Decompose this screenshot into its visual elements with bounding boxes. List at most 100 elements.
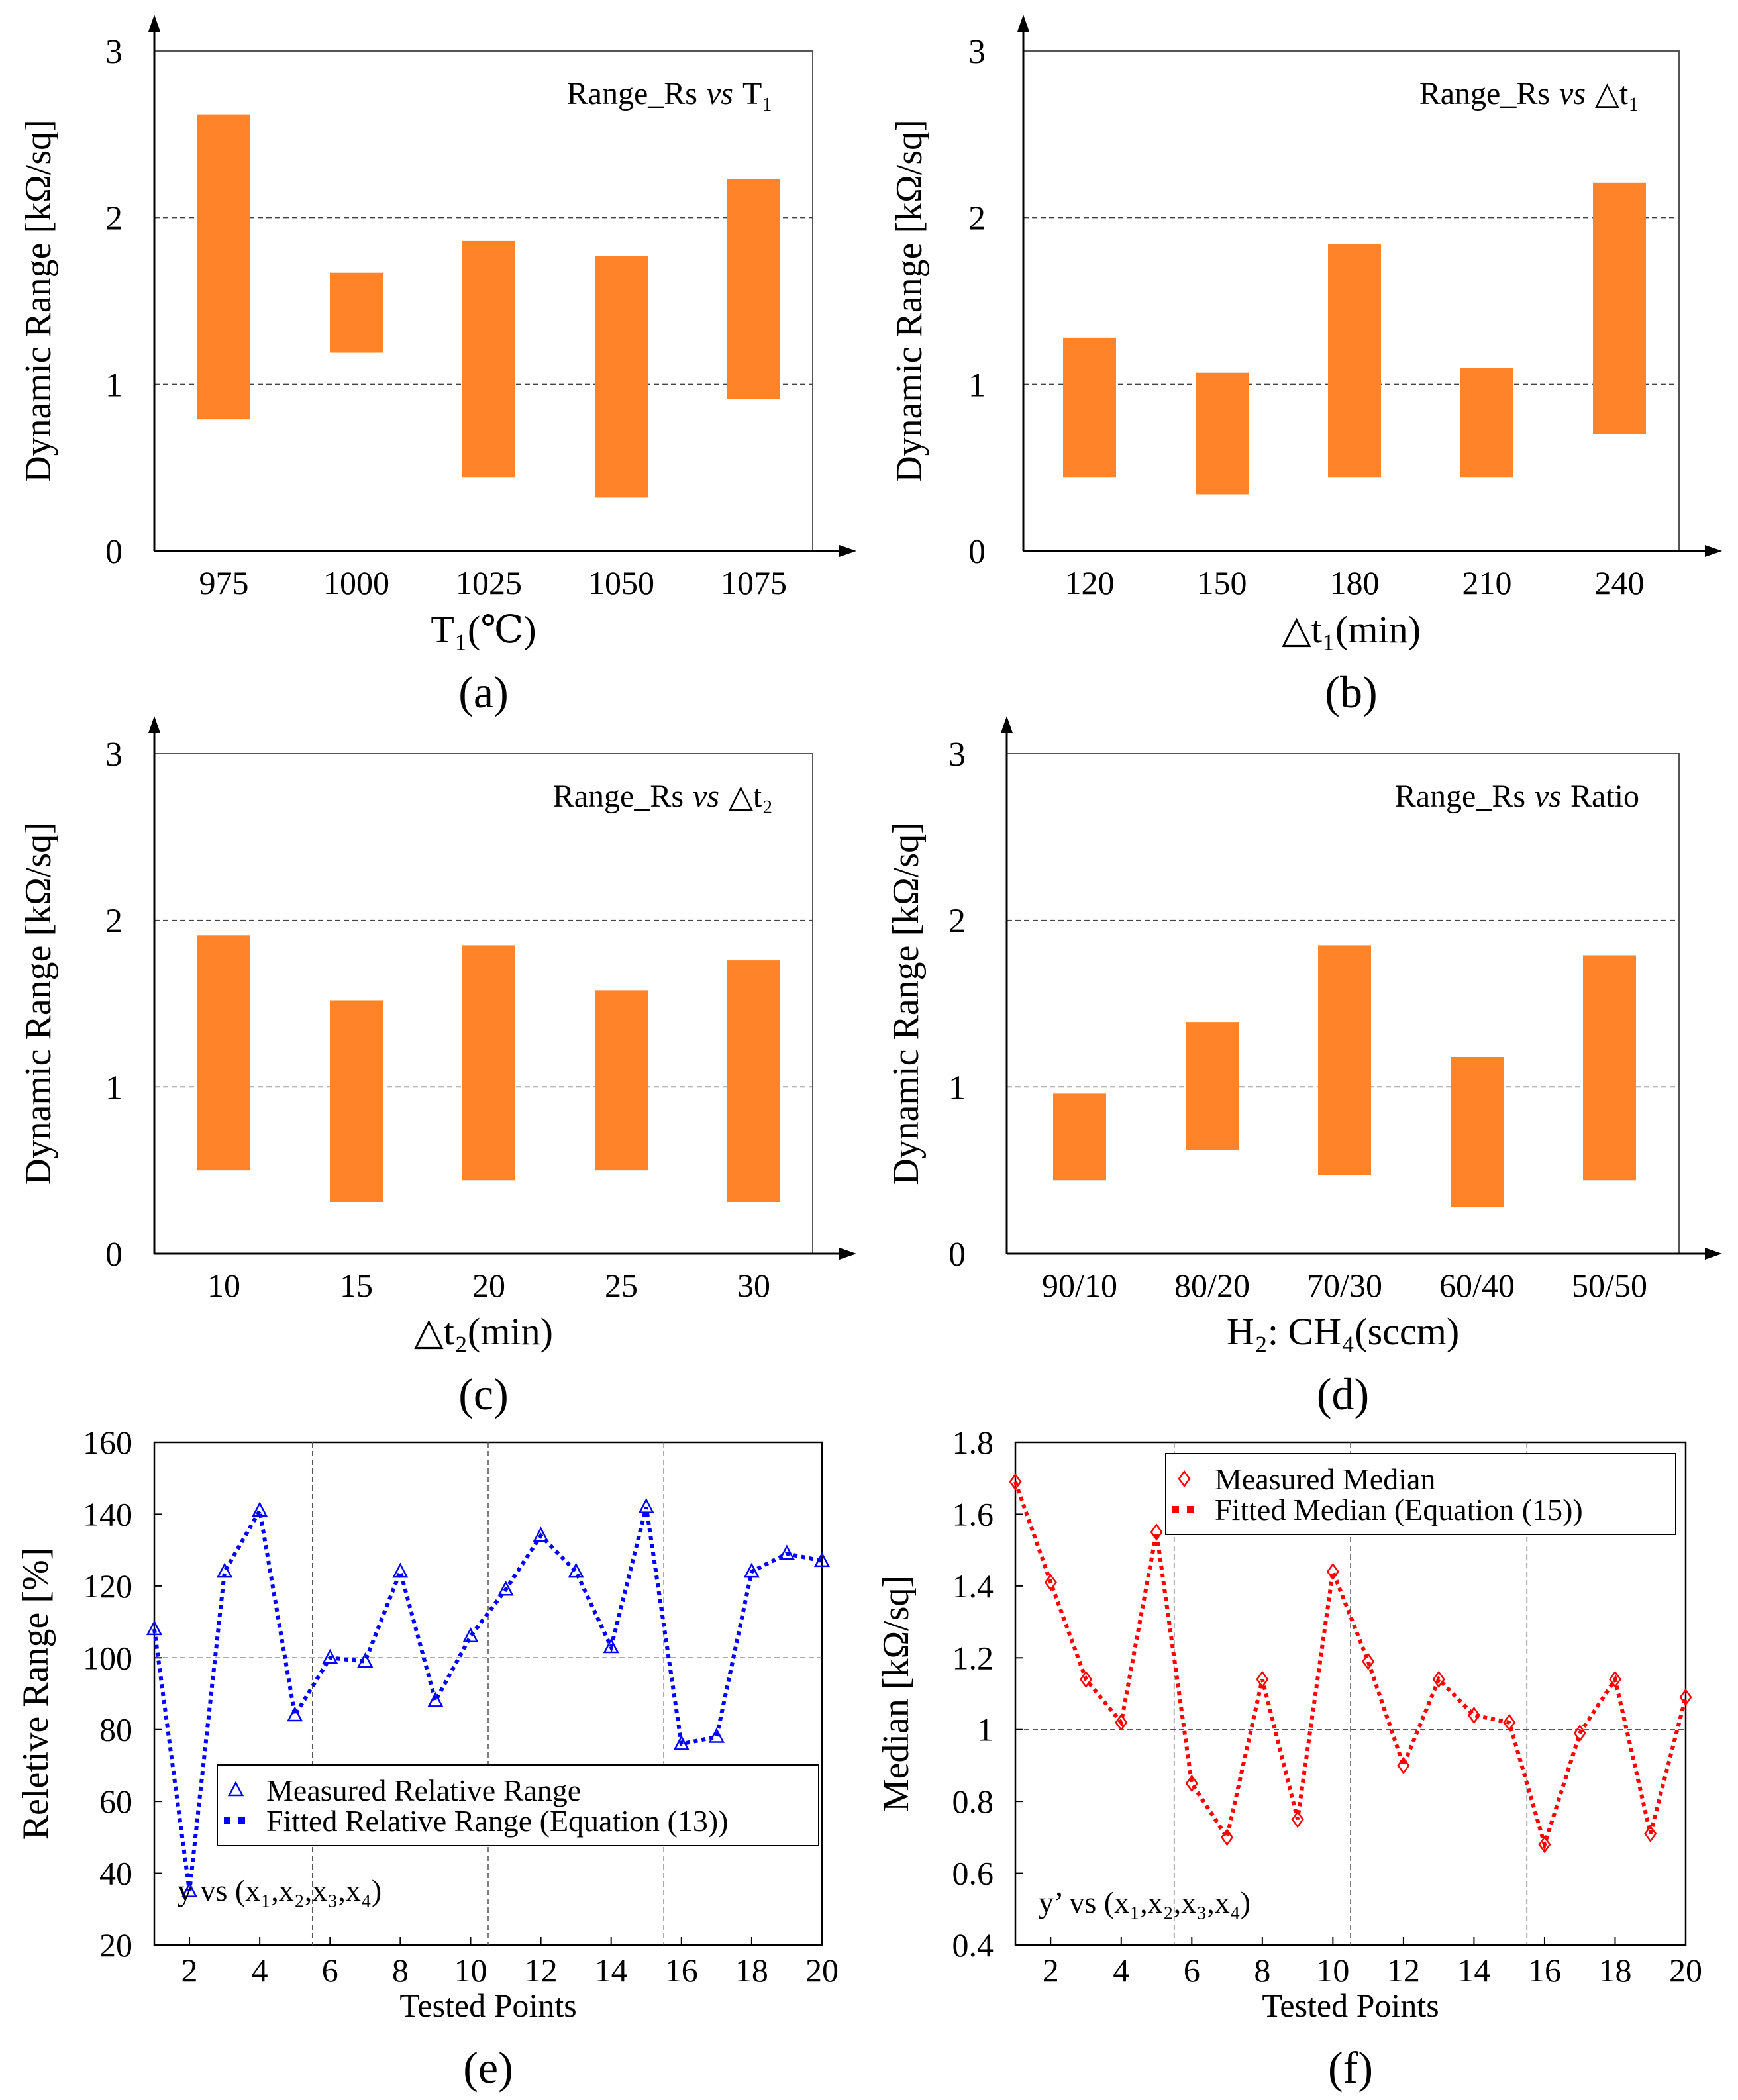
panel-f: 2 4 6 8 10 12 14 16 18 20 0.4 0.6 0.8 1 1.2 1.4 1.6 1.8 Me… <box>876 1424 1702 2093</box>
panel-e-marker-point <box>287 1706 303 1722</box>
panel-d-y-tick-label: 3 <box>948 736 966 774</box>
panel-d-bar-80-20 <box>1186 1022 1239 1150</box>
panel-c-bar-25 <box>595 990 648 1171</box>
panel-c-x-axis-label: △t₂(min) <box>414 1310 553 1353</box>
panel-b-annotation-name: Range_Rs <box>1419 76 1550 111</box>
panel-b-x-tick-label: 210 <box>1462 564 1512 601</box>
panel-e-x-tick-label: 4 <box>252 1952 268 1989</box>
panel-b-y-axis-arrow-icon <box>1017 15 1029 32</box>
panel-d-bar-60-40 <box>1451 1057 1504 1207</box>
panel-e-marker-point <box>357 1652 374 1668</box>
panel-f-x-tick-label: 18 <box>1598 1952 1631 1989</box>
panel-b-annotation-vs: vs <box>1559 76 1586 111</box>
panel-a-y-tick-label: 2 <box>105 200 123 238</box>
panel-f-marker-point <box>1608 1670 1622 1688</box>
panel-f-y-tick-label: 0.6 <box>952 1855 994 1892</box>
panel-f-y-tick-label: 1.8 <box>952 1424 994 1461</box>
panel-f-marker-point <box>1503 1713 1516 1731</box>
panel-b-x-axis-arrow-icon <box>1705 545 1722 557</box>
panel-f-marker-point <box>1326 1563 1339 1581</box>
panel-f-marker-point <box>1009 1473 1022 1491</box>
panel-e-x-tick-label: 10 <box>454 1952 487 1989</box>
panel-c-annotation-name: Range_Rs <box>553 779 684 814</box>
panel-f-x-tick-label: 4 <box>1113 1952 1129 1989</box>
panel-a-bar-1050 <box>595 256 648 498</box>
panel-d-bar-70-30 <box>1318 945 1371 1175</box>
panel-b-x-tick-label: 240 <box>1595 564 1645 601</box>
panel-b-y-tick-label: 0 <box>968 533 986 571</box>
panel-e-marker-point <box>392 1562 409 1578</box>
panel-b-bar-210 <box>1460 368 1513 478</box>
panel-f-x-tick-label: 2 <box>1043 1952 1059 1989</box>
panel-d-annotation-variable: Ratio <box>1570 779 1639 814</box>
panel-e-marker-point <box>497 1580 514 1596</box>
panel-e-y-tick-label: 160 <box>83 1424 132 1461</box>
panel-e-marker-point <box>146 1620 163 1636</box>
panel-c-x-tick-label: 15 <box>340 1267 373 1304</box>
panel-f-x-tick-label: 10 <box>1316 1952 1349 1989</box>
panel-a-x-axis-arrow-icon <box>839 545 856 557</box>
panel-c-panel-label: (c) <box>458 1369 508 1419</box>
panel-c-y-axis-label: Dynamic Range [kΩ/sq] <box>18 822 59 1185</box>
panel-f-x-tick-label: 8 <box>1254 1952 1270 1989</box>
panel-c-y-tick-label: 1 <box>105 1069 123 1107</box>
panel-d-y-axis-label: Dynamic Range [kΩ/sq] <box>886 822 927 1185</box>
panel-b-x-tick-label: 150 <box>1198 564 1247 601</box>
panel-d-bar-90-10 <box>1053 1093 1106 1181</box>
panel-e-y-axis-label: Reletive Range [%] <box>15 1548 56 1840</box>
panel-c-x-tick-label: 30 <box>737 1267 770 1304</box>
panel-f-y-tick-label: 1.6 <box>952 1495 994 1532</box>
panel-a: 975 1000 1025 1050 1075 0 1 2 3 Dynamic Range [kΩ… <box>18 15 856 717</box>
panel-a-y-tick-label: 0 <box>105 533 123 571</box>
panel-e: 2 4 6 8 10 12 14 16 18 20 20 40 60 80 100 120 140 160 Meas… <box>15 1424 839 2093</box>
panel-d-x-tick-label: 50/50 <box>1572 1267 1647 1304</box>
panel-f-x-axis-label: Tested Points <box>1262 1987 1439 2024</box>
panel-e-x-tick-label: 12 <box>525 1952 558 1989</box>
panel-e-marker-point <box>708 1727 725 1743</box>
panel-a-annotation-variable: T₁ <box>742 76 773 111</box>
panel-a-x-tick-label: 1025 <box>456 564 522 601</box>
panel-e-y-tick-label: 100 <box>83 1639 132 1676</box>
panel-d-x-tick-label: 80/20 <box>1174 1267 1250 1304</box>
panel-b-bar-240 <box>1593 182 1646 434</box>
panel-f-marker-point <box>1044 1574 1057 1591</box>
panel-f-series-fitted-line <box>1013 1481 1688 1852</box>
panel-b-bar-180 <box>1328 244 1381 478</box>
panel-d: 90/10 80/20 70/30 60/40 50/50 0 1 2 3 Dynamic Ran… <box>886 716 1722 1419</box>
panel-d-annotation-name: Range_Rs <box>1395 779 1525 814</box>
panel-a-y-axis-arrow-icon <box>148 15 160 32</box>
panel-f-x-tick-label: 6 <box>1184 1952 1200 1989</box>
panel-e-marker-point <box>252 1501 268 1517</box>
panel-e-marker-point <box>638 1497 654 1513</box>
panel-e-y-tick-label: 120 <box>83 1568 132 1605</box>
panel-f-marker-point <box>1679 1688 1692 1707</box>
panel-d-y-tick-label: 0 <box>948 1236 966 1274</box>
panel-f-marker-point <box>1256 1670 1269 1688</box>
panel-b-x-tick-label: 120 <box>1065 564 1115 601</box>
panel-e-x-tick-label: 8 <box>392 1952 409 1989</box>
panel-e-legend-measured-label: Measured Relative Range <box>266 1774 581 1807</box>
panel-c-y-tick-label: 2 <box>105 903 123 940</box>
panel-a-bar-1025 <box>462 240 515 478</box>
panel-e-x-tick-label: 14 <box>595 1952 628 1989</box>
panel-d-x-tick-label: 90/10 <box>1042 1267 1117 1304</box>
panel-e-x-axis-label: Tested Points <box>399 1987 576 2024</box>
panel-a-bar-1000 <box>330 272 383 353</box>
panel-e-x-tick-label: 2 <box>181 1952 198 1989</box>
panel-f-x-tick-label: 12 <box>1387 1952 1420 1989</box>
panel-f-panel-label: (f) <box>1328 2042 1373 2093</box>
panel-a-bar-975 <box>197 114 250 420</box>
panel-e-legend-triangle-icon <box>227 1781 244 1797</box>
panel-f-marker-point <box>1079 1670 1093 1688</box>
panel-a-x-tick-label: 1075 <box>721 564 787 601</box>
panel-e-x-tick-label: 20 <box>805 1952 839 1989</box>
panel-f-y-tick-label: 0.8 <box>952 1783 994 1820</box>
panel-c-annotation-variable: △t₂ <box>729 779 773 814</box>
panel-a-panel-label: (a) <box>458 667 508 717</box>
panel-e-marker-point <box>217 1562 233 1578</box>
panel-f-marker-point <box>1362 1652 1375 1670</box>
panel-e-legend-box <box>217 1764 819 1846</box>
panel-c-annotation-vs: vs <box>693 779 719 814</box>
panel-e-y-tick-label: 60 <box>99 1783 132 1820</box>
panel-c-bar-15 <box>330 1000 383 1202</box>
